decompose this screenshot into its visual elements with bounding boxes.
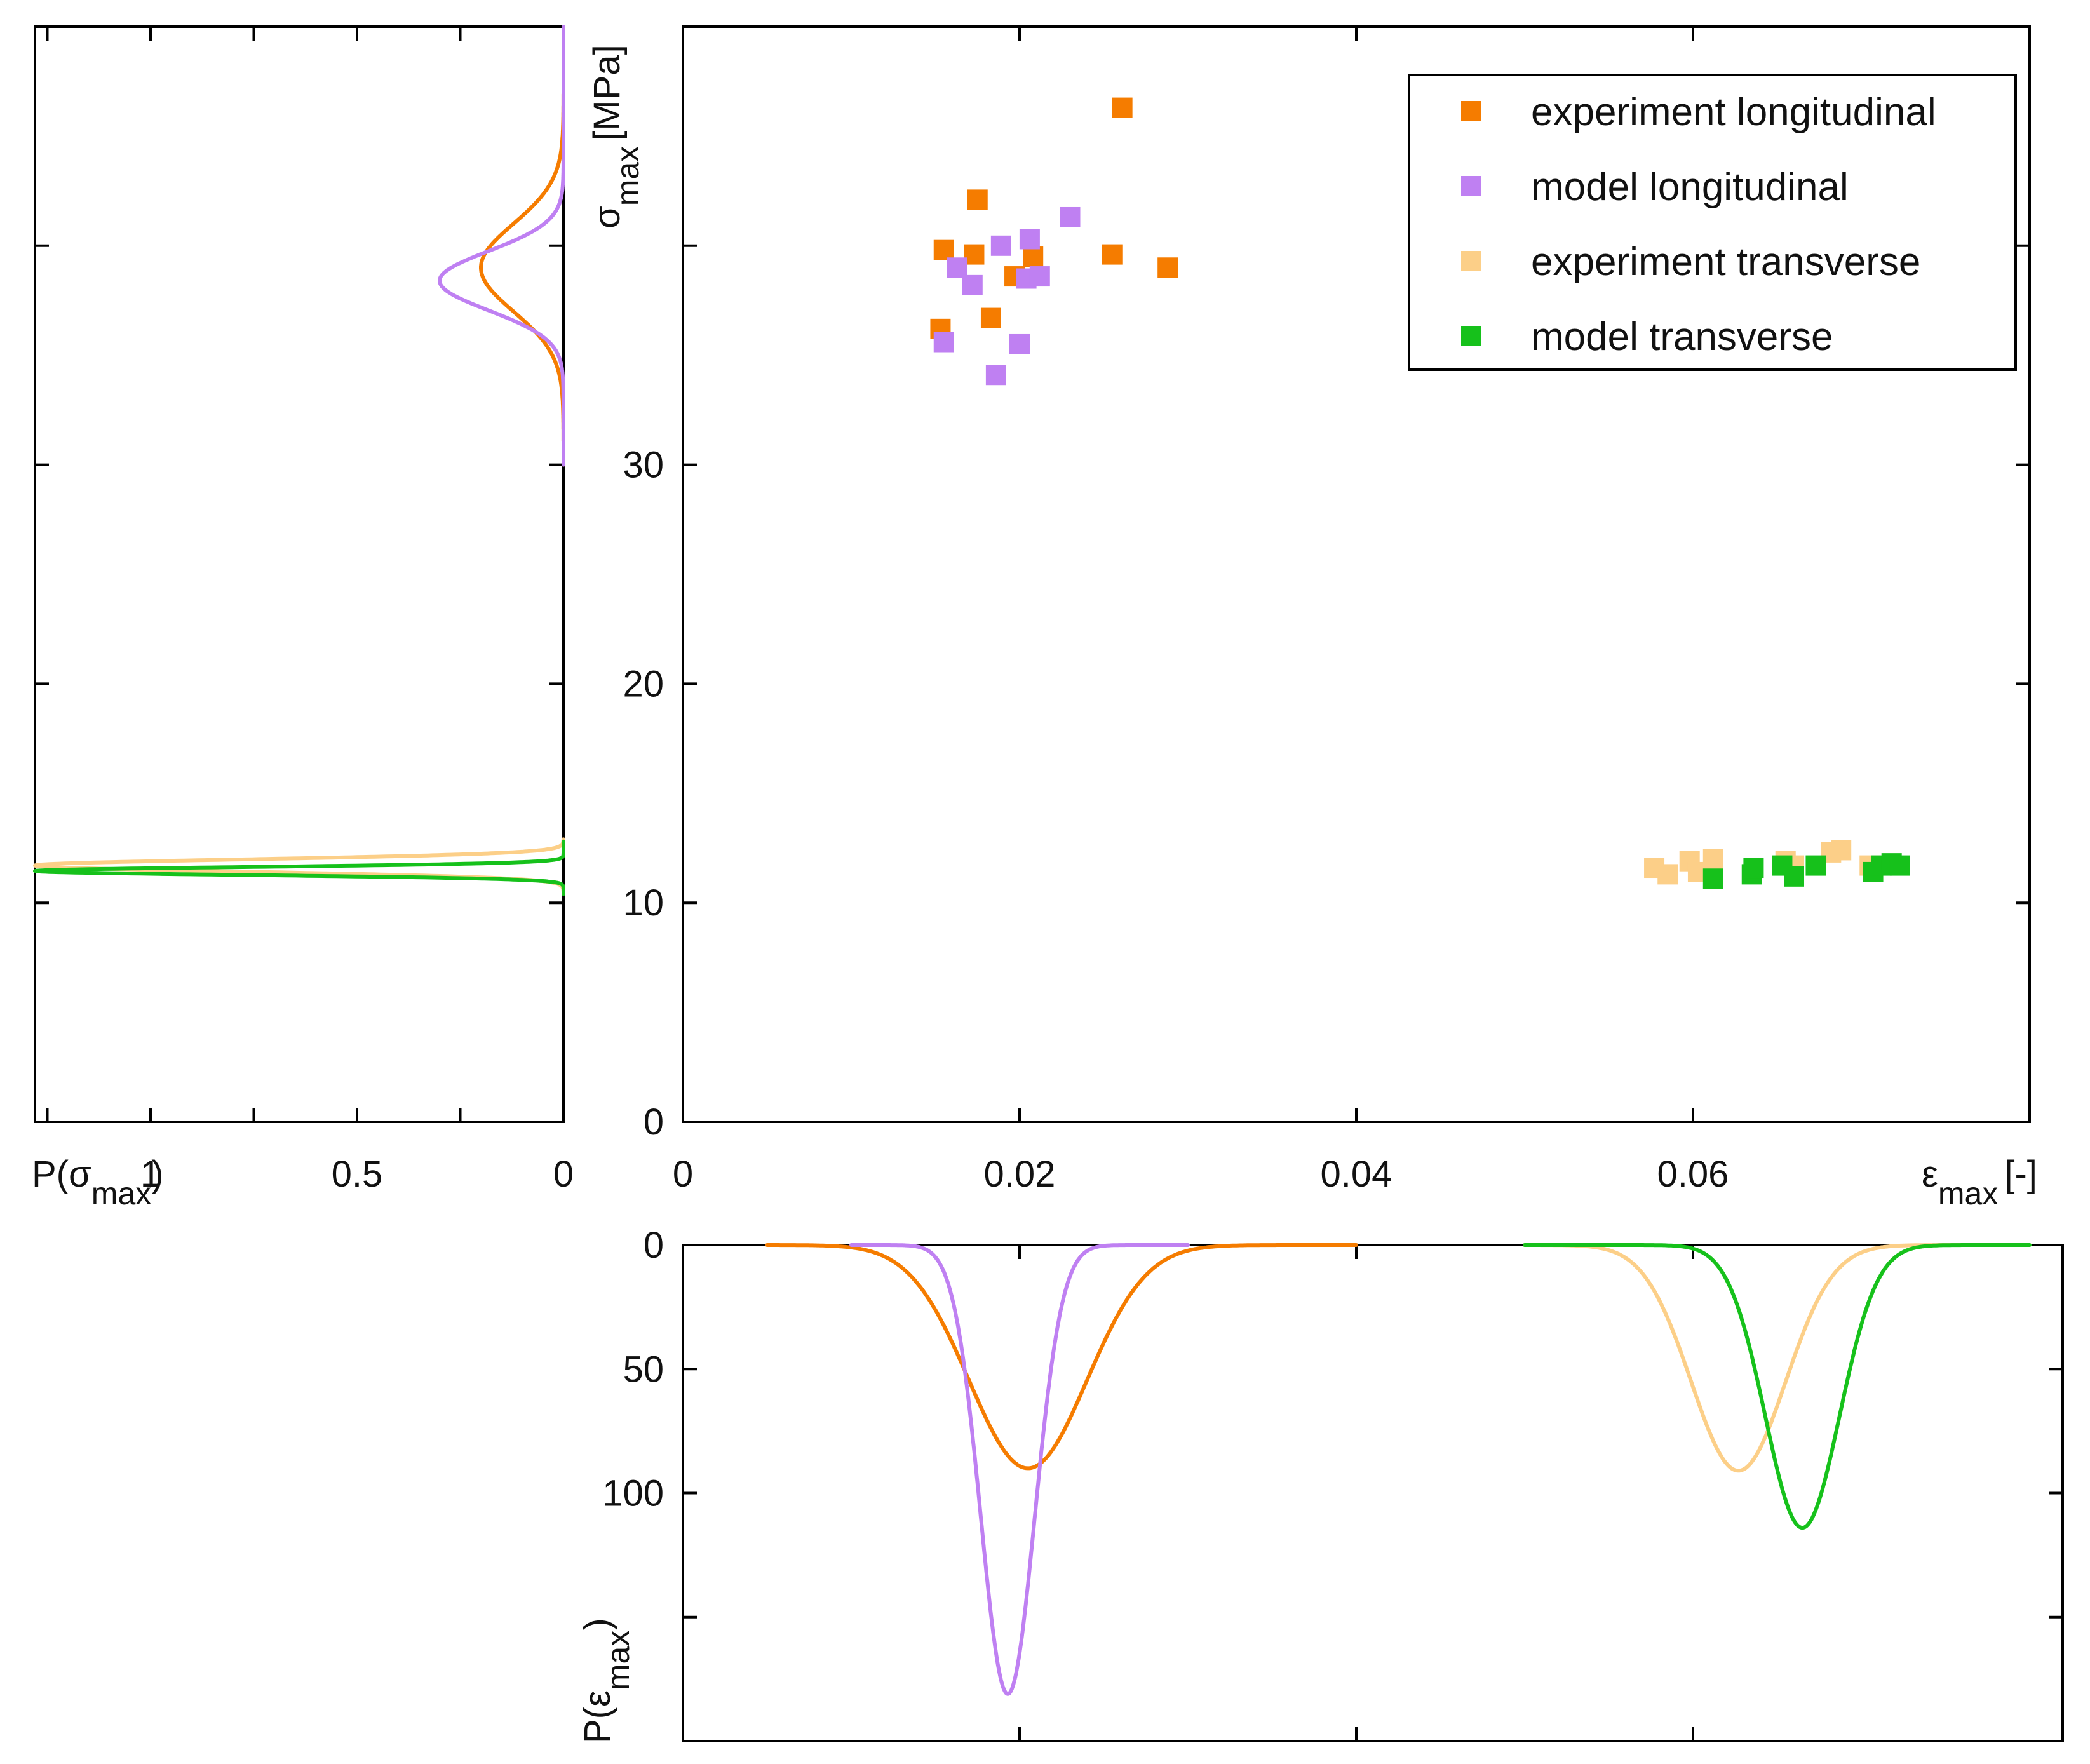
left-x-tick-label: 0.5 [332, 1154, 383, 1195]
bottom-ylabel: P(εmax) [577, 1618, 636, 1744]
left-density-panel: 1 0.5 0 P(σmax) [32, 25, 574, 1211]
point-experiment_longitudinal [1023, 246, 1044, 267]
legend-marker-model_longitudinal [1461, 176, 1481, 196]
main-x-tick-label: 0 [673, 1154, 693, 1195]
left-xlabel-sub: max [91, 1176, 151, 1211]
bottom-ylabel-sub: max [600, 1631, 636, 1690]
bottom-y-tick-label: 0 [644, 1225, 664, 1266]
left-xlabel: P(σmax) [32, 1154, 164, 1211]
point-experiment_longitudinal [967, 189, 988, 210]
legend-marker-experiment_transverse [1461, 251, 1481, 271]
bottom-y-tick-label: 100 [602, 1473, 664, 1514]
main-xlabel-unit: [-] [2004, 1154, 2037, 1195]
point-model_transverse [1889, 855, 1910, 876]
point-model_longitudinal [1029, 266, 1050, 287]
main-x-tick-label: 0.04 [1321, 1154, 1392, 1195]
bottom-panel-ticks [683, 1244, 2063, 1741]
bottom-ylabel-close: ) [577, 1618, 618, 1630]
point-model_transverse [1743, 858, 1764, 879]
main-y-tick-label: 0 [644, 1101, 664, 1143]
series-experiment_longitudinal [930, 97, 1178, 339]
bottom-y-tick-label: 50 [623, 1349, 664, 1390]
main-y-tick-label: 10 [623, 882, 664, 924]
bottom-panel-tick-labels: 0 50 100 [602, 1225, 664, 1514]
left-panel-frame [34, 25, 565, 1123]
main-y-tick-label: 30 [623, 445, 664, 486]
point-model_longitudinal [1009, 333, 1030, 354]
bottom-density-model_longitudinal [849, 1243, 1190, 1696]
legend: experiment longitudinal model longitudina… [1408, 74, 2017, 371]
point-model_longitudinal [1060, 206, 1081, 227]
bottom-density-panel: 0 50 100 P(εmax) [577, 1225, 2064, 1744]
point-experiment_transverse [1702, 849, 1723, 870]
left-density-model_longitudinal [438, 25, 565, 467]
legend-marker-experiment_longitudinal [1461, 101, 1481, 121]
legend-label-experiment_longitudinal: experiment longitudinal [1531, 90, 1936, 134]
point-model_longitudinal [962, 274, 983, 295]
point-experiment_longitudinal [1157, 257, 1178, 278]
main-x-tick-label: 0.06 [1657, 1154, 1729, 1195]
point-experiment_transverse [1657, 864, 1678, 885]
left-panel-tick-labels: 1 0.5 0 [140, 1154, 574, 1195]
point-experiment_longitudinal [933, 239, 954, 260]
main-ylabel-symbol: σ [586, 206, 628, 229]
main-panel-tick-labels: 0 10 20 30 0 0.02 0.04 0.06 [623, 445, 1729, 1195]
series-model_longitudinal [933, 206, 1081, 386]
bottom-panel-curves [765, 1243, 2032, 1696]
main-xlabel-sub: max [1938, 1176, 1998, 1211]
left-panel-ticks [35, 25, 565, 1123]
legend-label-model_longitudinal: model longitudinal [1531, 165, 1849, 209]
legend-label-model_transverse: model transverse [1531, 315, 1833, 359]
main-xlabel: εmax [-] [1922, 1154, 2037, 1211]
left-xlabel-close: ) [151, 1154, 163, 1195]
bottom-ylabel-symbol: P(ε [577, 1690, 618, 1744]
left-panel-curves [33, 25, 565, 896]
left-xlabel-symbol: P(σ [32, 1154, 91, 1195]
point-experiment_longitudinal [980, 307, 1001, 328]
main-xlabel-symbol: ε [1922, 1154, 1938, 1195]
main-y-tick-label: 20 [623, 663, 664, 704]
main-ylabel-unit: [MPa] [586, 44, 628, 141]
legend-box [1408, 74, 2017, 371]
point-model_longitudinal [990, 235, 1011, 256]
main-panel-points [930, 97, 1910, 889]
main-panel-ticks [682, 27, 2030, 1123]
legend-marker-model_transverse [1461, 326, 1481, 346]
left-x-tick-label: 1 [140, 1154, 161, 1195]
point-experiment_longitudinal [1102, 244, 1123, 265]
left-density-model_transverse [33, 839, 565, 896]
main-x-tick-label: 0.02 [984, 1154, 1056, 1195]
main-ylabel-sub: max [610, 146, 645, 206]
legend-items: experiment longitudinal model longitudina… [1461, 90, 1936, 359]
point-model_transverse [1784, 866, 1804, 887]
point-model_longitudinal [933, 332, 954, 353]
main-ylabel: σmax [MPa] [586, 44, 645, 229]
point-model_longitudinal [985, 365, 1006, 386]
point-experiment_transverse [1831, 840, 1852, 861]
bottom-density-experiment_transverse [1523, 1243, 2032, 1473]
point-model_transverse [1805, 855, 1826, 876]
bottom-panel-frame [682, 1244, 2064, 1742]
bottom-density-model_transverse [1523, 1243, 2032, 1530]
point-model_longitudinal [947, 257, 967, 278]
legend-label-experiment_transverse: experiment transverse [1531, 240, 1920, 284]
left-x-tick-label: 0 [553, 1154, 574, 1195]
series-model_transverse [1702, 853, 1910, 889]
point-experiment_longitudinal [1112, 97, 1133, 118]
point-model_longitudinal [1019, 229, 1040, 250]
bottom-density-experiment_longitudinal [765, 1243, 1358, 1471]
point-model_transverse [1702, 868, 1723, 889]
